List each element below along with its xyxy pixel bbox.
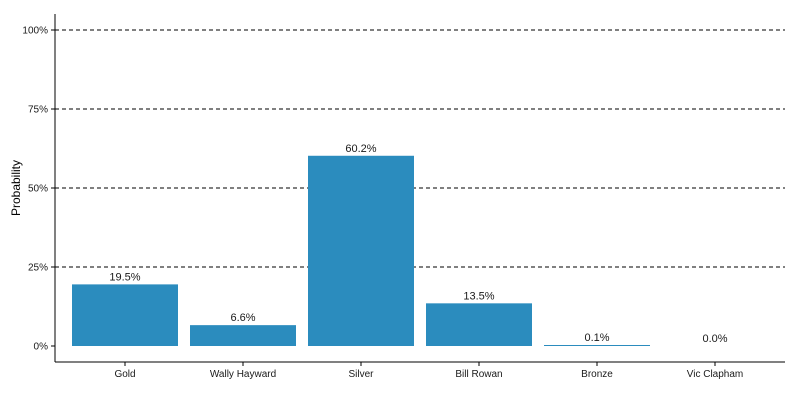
data-label-2: 60.2%: [345, 143, 376, 155]
bars: [72, 155, 650, 346]
y-axis-title: Probability: [9, 160, 23, 216]
x-tick-label-0: Gold: [114, 369, 135, 380]
x-tick-label-5: Vic Clapham: [687, 369, 744, 380]
x-tick-label-3: Bill Rowan: [455, 369, 502, 380]
gridlines: [55, 29, 785, 268]
data-label-1: 6.6%: [230, 312, 255, 324]
data-labels: 19.5% 6.6% 60.2% 13.5% 0.1% 0.0%: [109, 143, 727, 345]
y-tick-label-50: 50%: [28, 184, 48, 195]
x-tick-label-1: Wally Hayward: [210, 369, 276, 380]
y-tick-label-100: 100%: [22, 26, 48, 37]
x-tick-label-4: Bronze: [581, 369, 613, 380]
data-label-3: 13.5%: [463, 290, 494, 302]
data-label-4: 0.1%: [584, 332, 609, 344]
bar-3: [426, 303, 532, 346]
bar-0: [72, 284, 178, 346]
y-tick-label-0: 0%: [34, 342, 49, 353]
data-label-0: 19.5%: [109, 271, 140, 283]
axes: 0% 25% 50% 75% 100% Gold Wally Hayward Silver Bi…: [22, 14, 785, 380]
bar-4: [544, 345, 650, 346]
x-tick-label-2: Silver: [348, 369, 374, 380]
y-tick-label-25: 25%: [28, 263, 48, 274]
bar-1: [190, 325, 296, 346]
bar-2: [308, 155, 414, 346]
y-tick-label-75: 75%: [28, 105, 48, 116]
data-label-5: 0.0%: [702, 333, 727, 345]
